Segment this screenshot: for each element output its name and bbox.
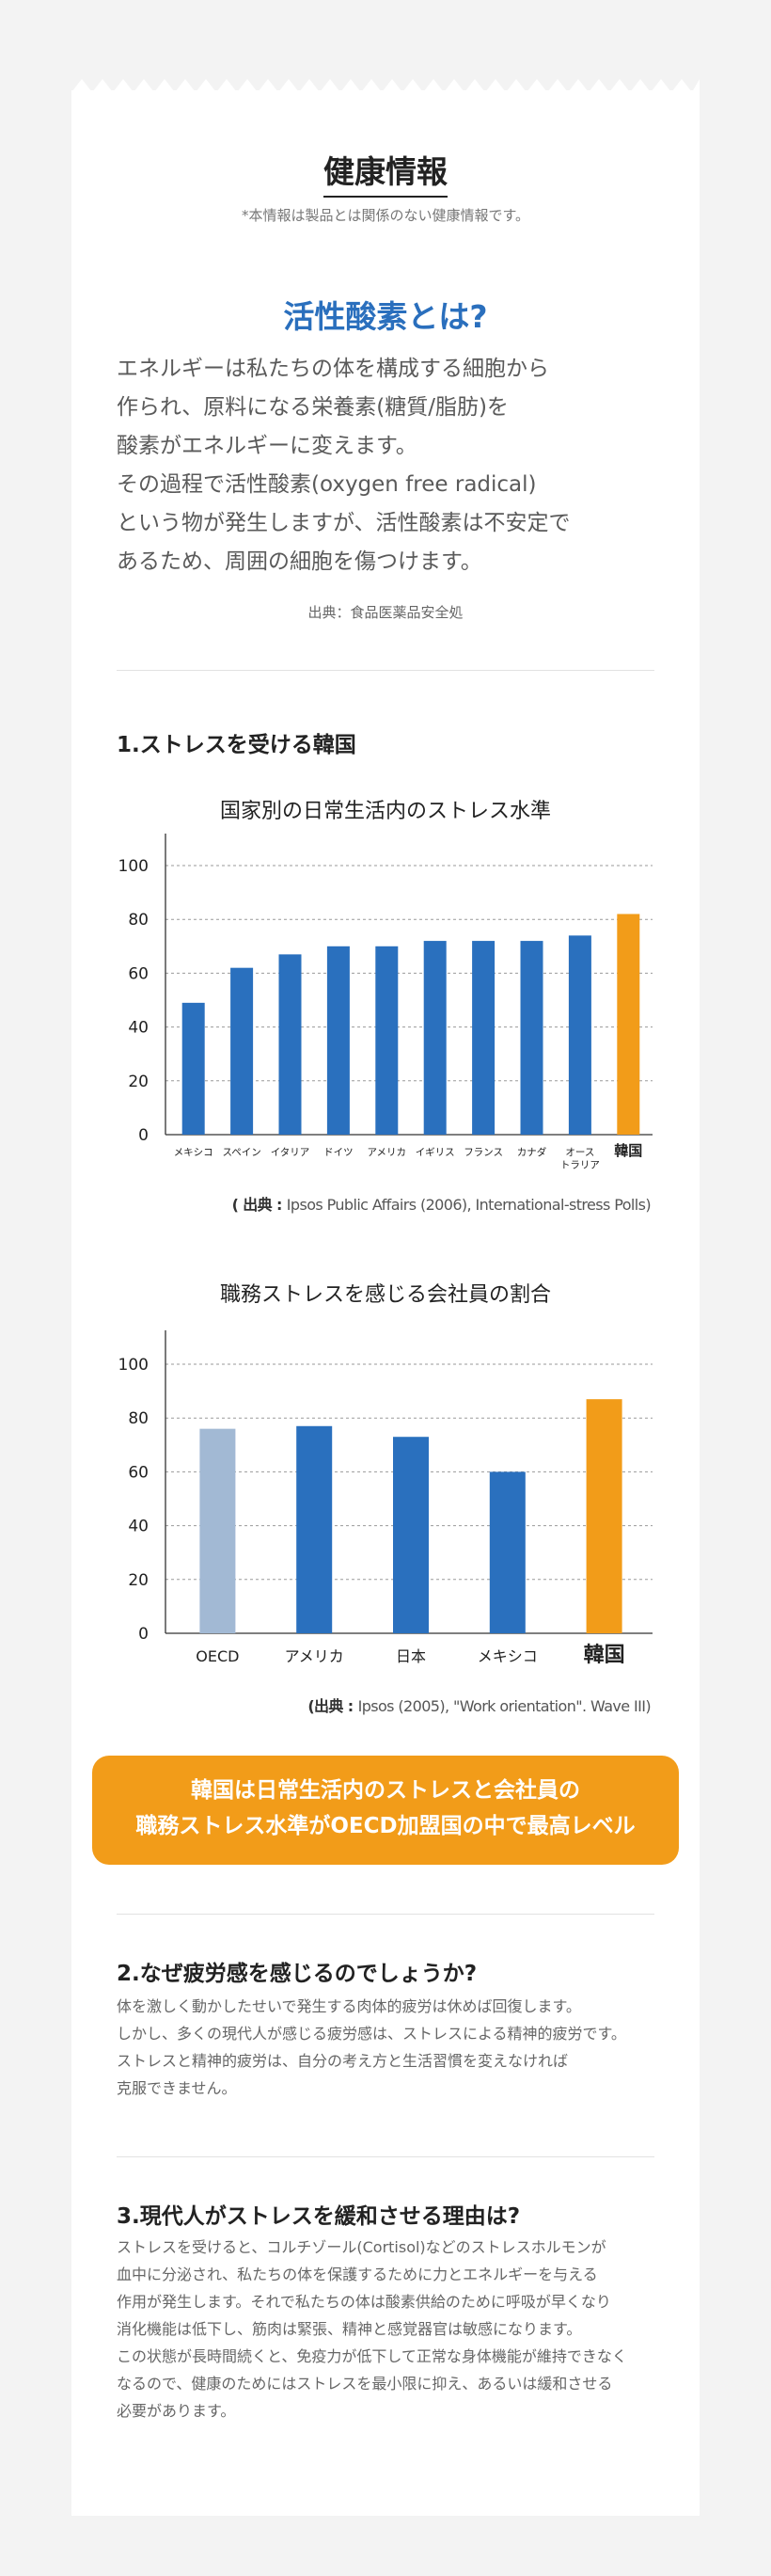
banner-line: 韓国は日常生活内のストレスと会社員の [191, 1778, 580, 1803]
divider [117, 2156, 654, 2157]
bar-アメリカ [296, 1425, 333, 1633]
bar-ドイツ [326, 946, 350, 1135]
bar-イタリア [278, 954, 302, 1135]
body-line: 作用が発生します。それで私たちの体は酸素供給のために呼吸が早くなり [117, 2293, 611, 2311]
bar-イギリス [423, 941, 447, 1135]
page-title: 健康情報 [0, 147, 771, 198]
chart2-title: 職務ストレスを感じる会社員の割合 [219, 1283, 551, 1307]
chart2-work-stress: 0 20 40 60 80 100 OECD アメリカ 日本 メキシコ 韓国 [118, 1330, 653, 1667]
bar-韓国 [586, 1399, 622, 1633]
bar-OECD [199, 1428, 236, 1633]
x-tick-label: アメリカ [368, 1147, 406, 1158]
intro-paragraph: エネルギーは私たちの体を構成する細胞から 作られ、原料になる栄養素(糖質/脂肪)… [117, 350, 681, 581]
x-tick-label: 韓国 [614, 1142, 642, 1159]
page-subtitle: *本情報は製品とは関係のない健康情報です。 [241, 207, 529, 224]
bar-メキシコ [181, 1002, 205, 1135]
body-line: 体を激しく動かしたせいで発生する肉体的疲労は休めば回復します。 [117, 1997, 581, 2015]
intro-line: その過程で活性酸素(oxygen free radical) [117, 472, 537, 497]
y-tick-label: 40 [128, 1019, 149, 1038]
intro-heading: 活性酸素とは? [283, 298, 488, 335]
intro-line: エネルギーは私たちの体を構成する細胞から [117, 357, 549, 381]
y-tick-label: 40 [128, 1518, 149, 1536]
y-tick-label: 0 [138, 1625, 149, 1644]
body-line: なるので、健康のためにはストレスを最小限に抑え、あるいは緩和させる [117, 2375, 613, 2393]
section3-heading: 3.現代人がストレスを緩和させる理由は? [117, 2204, 521, 2229]
y-tick-label: 100 [118, 857, 149, 876]
chart1-title: 国家別の日常生活内のストレス水準 [219, 800, 551, 823]
intro-line: 作られ、原料になる栄養素(糖質/脂肪)を [117, 395, 509, 420]
intro-line: あるため、周囲の細胞を傷つけます。 [117, 549, 482, 574]
intro-source: 出典：食品医薬品安全処 [307, 604, 464, 621]
bar-フランス [472, 941, 496, 1135]
x-tick-label: OECD [196, 1647, 239, 1665]
x-tick-label: スペイン [222, 1147, 260, 1158]
body-line: 血中に分泌され、私たちの体を保護するために力とエネルギーを与える [117, 2266, 598, 2283]
intro-line: 酸素がエネルギーに変えます。 [117, 434, 417, 458]
body-line: 克服できません。 [117, 2079, 237, 2097]
x-tick-label: イタリア [271, 1147, 310, 1158]
y-tick-label: 0 [138, 1126, 149, 1145]
section2-heading: 2.なぜ疲労感を感じるのでしょうか? [117, 1962, 478, 1986]
chart1-citation: ( 出典 : Ipsos Public Affairs (2006), Inte… [231, 1196, 652, 1214]
body-line: この状態が長時間続くと、免疫力が低下して正常な身体機能が維持できなく [117, 2347, 627, 2365]
body-line: ストレスと精神的疲労は、自分の考え方と生活習慣を変えなければ [117, 2052, 569, 2070]
x-tick-label: 韓国 [584, 1643, 625, 1667]
divider [117, 670, 654, 671]
x-tick-label: オース [565, 1147, 594, 1158]
divider [117, 1914, 654, 1915]
intro-line: という物が発生しますが、活性酸素は不安定で [117, 511, 571, 535]
bar-オーストラリア [568, 935, 591, 1135]
summary-banner: 韓国は日常生活内のストレスと会社員の 職務ストレス水準がOECD加盟国の中で最高… [92, 1756, 679, 1865]
chart2-citation: (出典 : Ipsos (2005), "Work orientation". … [307, 1697, 651, 1715]
y-tick-label: 80 [128, 1409, 149, 1428]
section3-body: ストレスを受けると、コルチゾール(Cortisol)などのストレスホルモンが 血… [117, 2234, 681, 2425]
section1-heading: 1.ストレスを受ける韓国 [117, 733, 356, 757]
y-tick-label: 80 [128, 911, 149, 930]
info-card [71, 90, 700, 2516]
bar-日本 [393, 1437, 429, 1633]
x-tick-label: メキシコ [478, 1647, 538, 1665]
body-line: ストレスを受けると、コルチゾール(Cortisol)などのストレスホルモンが [117, 2238, 606, 2256]
x-tick-label: 日本 [396, 1647, 426, 1665]
section2-body: 体を激しく動かしたせいで発生する肉体的疲労は休めば回復します。 しかし、多くの現… [117, 1993, 681, 2102]
bar-韓国 [617, 914, 640, 1135]
x-tick-label: アメリカ [285, 1647, 344, 1665]
body-line: しかし、多くの現代人が感じる疲労感は、ストレスによる精神的疲労です。 [117, 2025, 626, 2043]
body-line: 消化機能は低下し、筋肉は緊張、精神と感覚器官は敏感になります。 [117, 2320, 582, 2338]
bar-アメリカ [375, 946, 399, 1135]
x-tick-label: メキシコ [174, 1147, 213, 1158]
paper-zigzag-edge [71, 79, 700, 92]
body-line: 必要があります。 [117, 2402, 236, 2420]
y-tick-label: 60 [128, 1463, 149, 1482]
bar-メキシコ [489, 1471, 526, 1633]
x-tick-label: ドイツ [323, 1147, 354, 1158]
x-tick-label: トラリア [560, 1160, 600, 1171]
x-tick-label: カナダ [517, 1146, 547, 1158]
banner-line: 職務ストレス水準がOECD加盟国の中で最高レベル [135, 1814, 636, 1838]
y-tick-label: 100 [118, 1356, 149, 1375]
y-tick-label: 20 [128, 1073, 149, 1091]
x-tick-label: フランス [464, 1147, 503, 1158]
y-tick-label: 60 [128, 964, 149, 983]
bar-スペイン [230, 967, 254, 1135]
chart1-country-stress: 0 20 40 60 80 100 メキシコ スペイン イタリア ドイツ アメリカ イギリス フランス カ… [118, 834, 653, 1171]
y-tick-label: 20 [128, 1571, 149, 1590]
bar-カナダ [520, 941, 543, 1135]
x-tick-label: イギリス [416, 1147, 455, 1158]
